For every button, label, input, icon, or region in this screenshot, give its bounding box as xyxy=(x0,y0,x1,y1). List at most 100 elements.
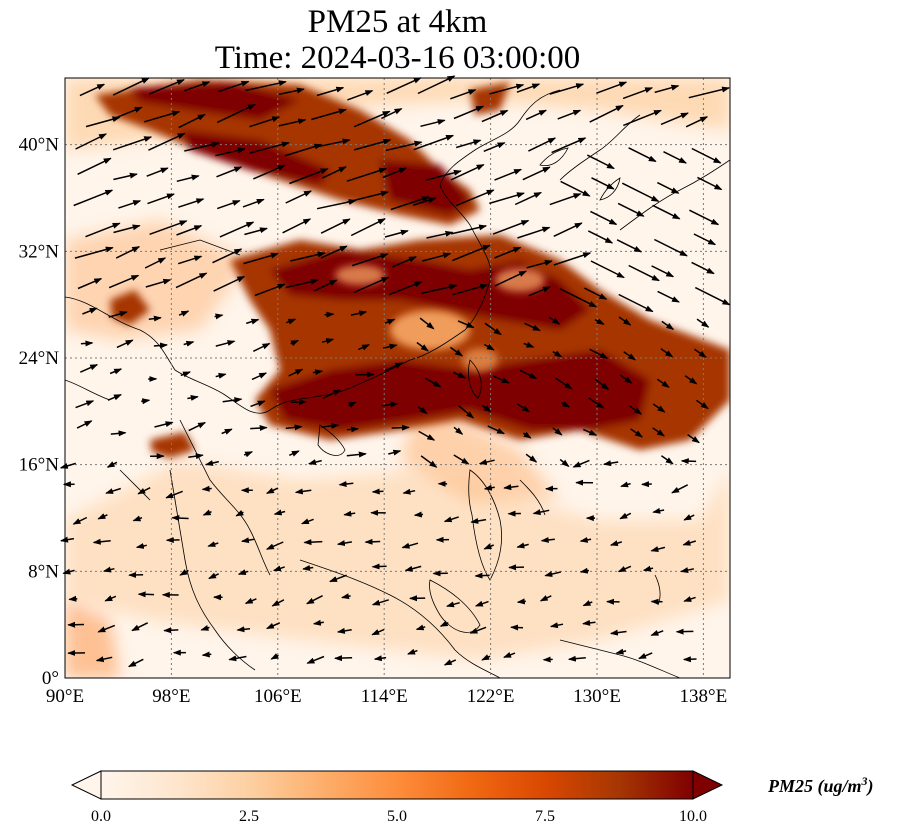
wind-arrow xyxy=(685,116,709,128)
wind-arrow xyxy=(200,624,210,631)
wind-arrow xyxy=(694,348,707,358)
wind-arrow xyxy=(77,157,112,175)
wind-arrow xyxy=(216,103,256,124)
wind-arrow xyxy=(452,244,491,262)
wind-arrow xyxy=(317,138,351,148)
wind-arrow xyxy=(584,287,608,300)
wind-arrow xyxy=(347,89,374,101)
wind-arrow xyxy=(271,599,285,607)
wind-arrow xyxy=(114,106,143,119)
wind-arrow xyxy=(272,565,285,572)
wind-arrow xyxy=(388,449,402,456)
wind-arrow xyxy=(572,459,590,468)
wind-arrow xyxy=(245,318,260,325)
wind-arrow xyxy=(657,290,680,303)
wind-arrow xyxy=(95,656,113,663)
wind-arrow xyxy=(609,629,627,636)
wind-arrow xyxy=(615,648,627,655)
wind-arrow xyxy=(347,190,389,203)
wind-arrow xyxy=(523,341,535,348)
wind-arrow xyxy=(253,164,286,180)
wind-arrow xyxy=(177,255,203,265)
wind-arrow xyxy=(524,322,541,332)
wind-arrow xyxy=(621,182,660,202)
wind-arrow xyxy=(388,281,423,296)
wind-arrow xyxy=(321,338,335,344)
wind-arrow xyxy=(312,369,324,376)
wind-arrow xyxy=(244,227,268,236)
wind-arrow xyxy=(278,118,307,127)
wind-arrow xyxy=(187,394,199,401)
wind-arrow xyxy=(684,375,698,385)
wind-arrow xyxy=(402,488,416,495)
wind-arrow xyxy=(237,569,249,576)
wind-arrow xyxy=(320,218,351,234)
wind-arrow xyxy=(452,283,489,296)
wind-arrow xyxy=(285,424,303,431)
wind-arrow xyxy=(628,147,657,163)
wind-arrow xyxy=(205,460,219,466)
wind-arrow xyxy=(171,515,189,522)
wind-arrow xyxy=(364,538,381,545)
wind-arrow xyxy=(385,140,423,152)
wind-arrow xyxy=(178,310,190,317)
wind-arrow xyxy=(510,624,524,631)
wind-arrow xyxy=(165,490,183,499)
wind-arrow xyxy=(306,655,325,664)
wind-arrow xyxy=(154,421,174,428)
wind-arrow xyxy=(80,340,94,347)
wind-arrow xyxy=(522,431,532,439)
wind-arrow xyxy=(346,426,360,433)
wind-arrow xyxy=(487,425,506,435)
wind-arrow xyxy=(691,261,715,275)
wind-arrow xyxy=(656,378,670,388)
wind-arrow xyxy=(128,658,144,668)
wind-arrow xyxy=(249,141,290,154)
wind-arrow xyxy=(416,341,429,352)
wind-arrow xyxy=(694,286,731,306)
wind-arrow xyxy=(208,572,220,580)
wind-arrow xyxy=(455,189,495,207)
wind-arrow xyxy=(306,595,323,605)
wind-arrow xyxy=(215,372,227,379)
wind-arrow xyxy=(671,484,689,494)
wind-arrow xyxy=(489,83,525,95)
wind-arrow xyxy=(590,210,618,226)
wind-arrow xyxy=(589,348,609,359)
wind-arrow xyxy=(422,252,452,262)
wind-arrow xyxy=(528,286,551,297)
wind-arrow xyxy=(453,454,470,465)
wind-arrow xyxy=(540,536,555,543)
wind-arrow xyxy=(175,272,208,289)
wind-arrow xyxy=(265,622,281,630)
wind-arrow xyxy=(548,316,561,325)
wind-arrow xyxy=(350,218,386,237)
wind-arrow xyxy=(316,86,345,97)
x-tick-label: 90°E xyxy=(46,686,84,707)
wind-arrow xyxy=(334,655,353,662)
wind-arrow xyxy=(348,401,357,408)
wind-arrow xyxy=(516,403,531,413)
wind-arrow xyxy=(381,401,399,408)
wind-arrow xyxy=(455,139,482,149)
wind-arrow xyxy=(284,143,323,157)
wind-arrow xyxy=(652,427,665,437)
colorbar-gradient xyxy=(100,770,694,800)
wind-arrow xyxy=(483,484,495,491)
wind-arrow xyxy=(392,256,417,268)
wind-arrow xyxy=(214,313,224,320)
colorbar-tick-label: 7.5 xyxy=(535,808,555,825)
wind-arrow xyxy=(544,571,561,577)
wind-arrow xyxy=(457,404,475,419)
wind-arrow xyxy=(321,166,347,179)
wind-arrow xyxy=(85,116,121,128)
wind-arrow xyxy=(215,147,246,157)
wind-arrow xyxy=(201,651,212,658)
wind-arrow xyxy=(697,176,723,191)
wind-arrow xyxy=(420,455,438,468)
wind-arrow xyxy=(242,198,265,208)
wind-arrow xyxy=(683,596,696,602)
x-tick-label: 98°E xyxy=(152,686,190,707)
wind-arrow xyxy=(215,340,236,347)
wind-arrow xyxy=(494,168,523,181)
